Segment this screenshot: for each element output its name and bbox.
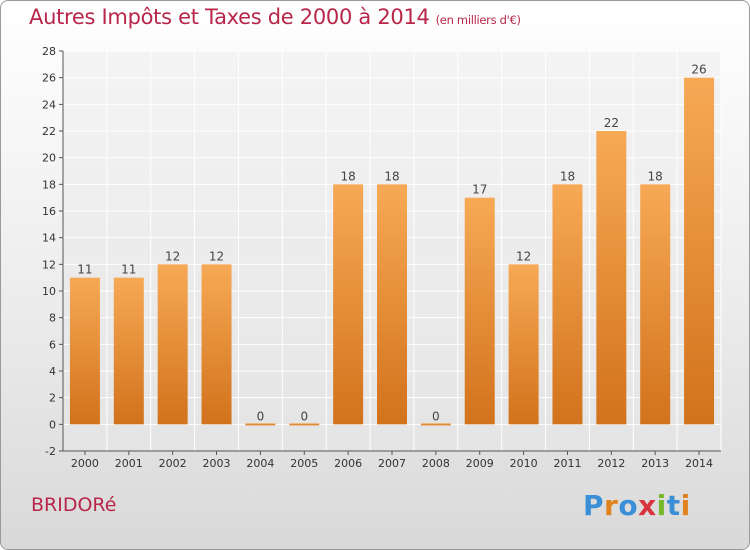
y-tick-label: 28 bbox=[42, 45, 56, 58]
y-tick-label: 16 bbox=[42, 205, 56, 218]
x-tick-label: 2003 bbox=[203, 457, 231, 470]
bar bbox=[552, 184, 583, 425]
bar-value-label: 18 bbox=[340, 169, 355, 183]
bar bbox=[640, 184, 671, 425]
bar bbox=[289, 423, 320, 426]
x-tick-label: 2009 bbox=[466, 457, 494, 470]
y-tick-label: 6 bbox=[49, 338, 56, 351]
chart-title: Autres Impôts et Taxes de 2000 à 2014 (en… bbox=[29, 5, 521, 29]
logo-letter: P bbox=[583, 489, 605, 522]
y-tick-label: 0 bbox=[49, 418, 56, 431]
logo-letter: t bbox=[666, 489, 681, 522]
y-tick-label: 10 bbox=[42, 285, 56, 298]
bar-value-label: 11 bbox=[77, 263, 92, 277]
x-tick-label: 2012 bbox=[597, 457, 625, 470]
logo-letter: x bbox=[638, 489, 657, 522]
bar bbox=[157, 264, 188, 425]
y-tick-label: 22 bbox=[42, 125, 56, 138]
proxiti-logo[interactable]: Proxiti bbox=[583, 489, 691, 522]
bar-value-label: 0 bbox=[432, 409, 440, 423]
bar-value-label: 18 bbox=[648, 169, 663, 183]
chart-subtitle: (en milliers d'€) bbox=[435, 13, 521, 27]
bar bbox=[464, 197, 495, 425]
bar bbox=[684, 77, 715, 425]
bar-value-label: 26 bbox=[691, 63, 706, 77]
y-tick-label: 2 bbox=[49, 392, 56, 405]
x-tick-label: 2000 bbox=[71, 457, 99, 470]
y-tick-label: 14 bbox=[42, 232, 56, 245]
bar bbox=[596, 131, 627, 425]
bar bbox=[113, 277, 144, 425]
bar-value-label: 22 bbox=[604, 116, 619, 130]
x-tick-label: 2013 bbox=[641, 457, 669, 470]
logo-letter: i bbox=[680, 489, 691, 522]
commune-name: BRIDORé bbox=[31, 494, 117, 516]
x-tick-label: 2010 bbox=[510, 457, 538, 470]
y-tick-label: -2 bbox=[45, 445, 56, 458]
bar bbox=[333, 184, 364, 425]
y-tick-label: 8 bbox=[49, 312, 56, 325]
bar bbox=[69, 277, 100, 425]
y-tick-label: 4 bbox=[49, 365, 56, 378]
bar bbox=[201, 264, 232, 425]
x-tick-label: 2007 bbox=[378, 457, 406, 470]
x-tick-label: 2004 bbox=[246, 457, 274, 470]
y-tick-label: 24 bbox=[42, 98, 56, 111]
bar bbox=[245, 423, 276, 426]
x-tick-label: 2014 bbox=[685, 457, 713, 470]
bar-value-label: 12 bbox=[516, 249, 531, 263]
bar bbox=[377, 184, 407, 425]
bar-value-label: 17 bbox=[472, 183, 487, 197]
bar-value-label: 18 bbox=[560, 169, 575, 183]
bar-value-label: 18 bbox=[384, 169, 399, 183]
x-tick-label: 2008 bbox=[422, 457, 450, 470]
chart-title-text: Autres Impôts et Taxes de 2000 à 2014 bbox=[29, 5, 430, 29]
bar-value-label: 12 bbox=[209, 249, 224, 263]
bar-value-label: 11 bbox=[121, 263, 136, 277]
x-tick-label: 2005 bbox=[290, 457, 318, 470]
y-tick-label: 18 bbox=[42, 178, 56, 191]
logo-letter: i bbox=[656, 489, 667, 522]
y-tick-label: 12 bbox=[42, 258, 56, 271]
y-tick-label: 26 bbox=[42, 72, 56, 85]
x-tick-label: 2001 bbox=[115, 457, 143, 470]
logo-letter: r bbox=[604, 489, 619, 522]
x-tick-label: 2002 bbox=[159, 457, 187, 470]
logo-letter: o bbox=[618, 489, 639, 522]
y-tick-label: 20 bbox=[42, 152, 56, 165]
x-tick-label: 2006 bbox=[334, 457, 362, 470]
x-tick-label: 2011 bbox=[553, 457, 581, 470]
bar bbox=[420, 423, 451, 426]
bar bbox=[508, 264, 539, 425]
bar-value-label: 12 bbox=[165, 249, 180, 263]
bar-value-label: 0 bbox=[300, 409, 308, 423]
bar-value-label: 0 bbox=[257, 409, 265, 423]
